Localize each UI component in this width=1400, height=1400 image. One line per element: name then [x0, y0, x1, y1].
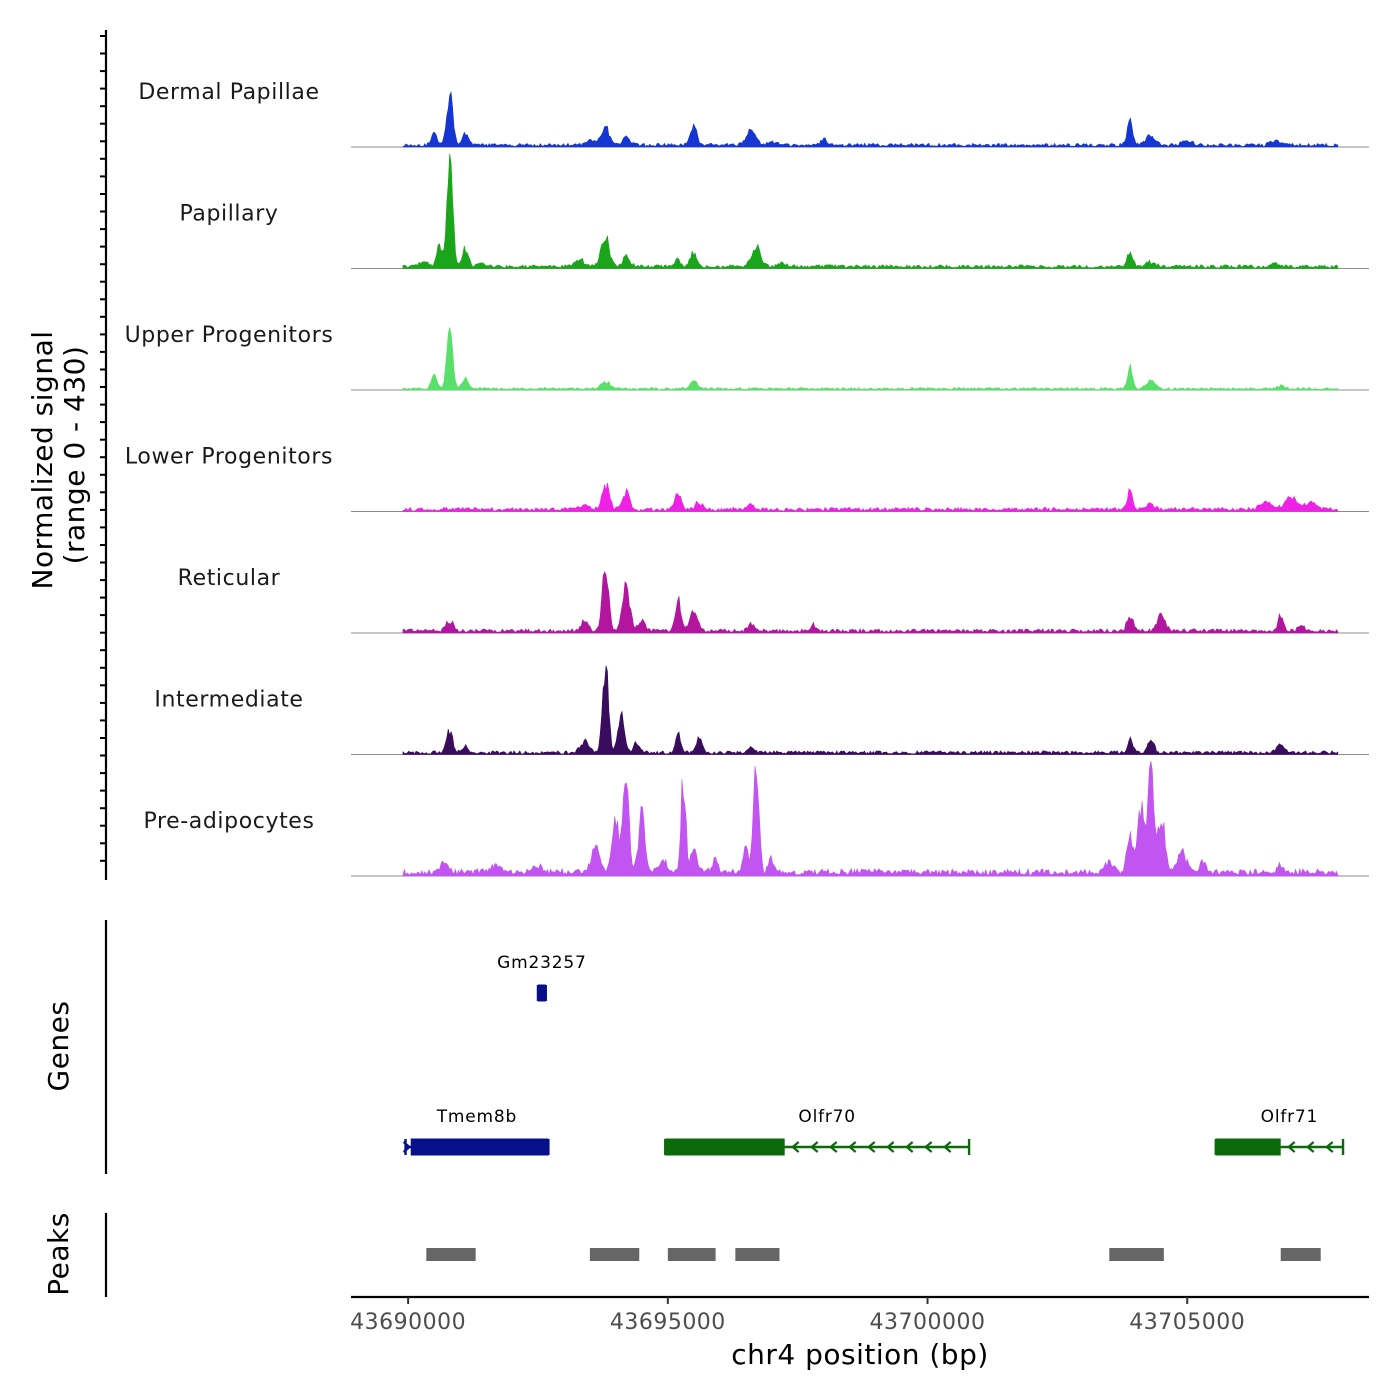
coverage-area — [402, 665, 1339, 755]
y-axis-subtitle: (range 0 - 430) — [58, 346, 91, 565]
gene-label: Tmem8b — [436, 1107, 517, 1127]
peak-region-bar — [667, 1248, 716, 1261]
peak-region-bar — [1109, 1248, 1164, 1261]
coverage-area — [402, 153, 1339, 269]
coverage-track: Reticular — [178, 566, 1369, 634]
x-tick-label: 43705000 — [1129, 1310, 1245, 1335]
coverage-area — [402, 760, 1339, 877]
coverage-track: Lower Progenitors — [125, 445, 1369, 512]
strand-arrow — [1286, 1141, 1296, 1153]
track-label: Papillary — [179, 202, 278, 227]
gene-exon — [410, 1138, 549, 1156]
x-tick-label: 43695000 — [610, 1310, 726, 1335]
strand-arrow — [904, 1141, 914, 1153]
gene-models: Gm23257 Tmem8b Olfr70 Olfr71 — [402, 953, 1345, 1156]
gene-exon — [665, 1138, 785, 1156]
genes-panel-title: Genes — [42, 1001, 75, 1092]
track-label: Lower Progenitors — [125, 445, 333, 470]
strand-arrow — [790, 1141, 800, 1153]
coverage-track: Pre-adipocytes — [143, 760, 1369, 877]
gene-model: Gm23257 — [497, 953, 586, 1002]
coverage-tracks: Dermal Papillae Papillary Upper Progenitor… — [125, 80, 1369, 877]
coverage-track: Intermediate — [154, 665, 1369, 755]
peak-region-bar — [589, 1248, 640, 1261]
gene-label: Gm23257 — [497, 953, 586, 973]
gene-model: Olfr70 — [664, 1107, 971, 1156]
peak-region-bar — [426, 1248, 476, 1261]
genes-panel: Genes Gm23257 Tmem8b Olfr70 Olfr71 — [42, 920, 1345, 1174]
coverage-track: Papillary — [179, 153, 1369, 269]
gene-model: Tmem8b — [402, 1107, 550, 1156]
peaks-panel: Peaks — [42, 1212, 1321, 1297]
track-label: Upper Progenitors — [125, 323, 334, 348]
coverage-area — [402, 327, 1339, 391]
x-axis-ticks: 43690000 43695000 43700000 43705000 — [350, 1297, 1245, 1335]
strand-arrow — [809, 1141, 819, 1153]
peaks-panel-title: Peaks — [42, 1212, 75, 1296]
peak-region-bar — [1280, 1248, 1321, 1261]
track-label: Pre-adipocytes — [143, 809, 314, 834]
strand-arrow — [1305, 1141, 1315, 1153]
coverage-area — [402, 482, 1339, 512]
peak-regions — [426, 1248, 1321, 1261]
x-tick-label: 43690000 — [350, 1310, 466, 1335]
coverage-panel: Normalized signal (range 0 - 430) Dermal… — [26, 30, 1369, 880]
strand-arrow — [866, 1141, 876, 1153]
track-label: Reticular — [178, 566, 281, 591]
track-label: Intermediate — [154, 688, 303, 713]
coverage-track: Dermal Papillae — [138, 80, 1369, 148]
x-tick-label: 43700000 — [870, 1310, 986, 1335]
coverage-area — [402, 571, 1339, 634]
gene-exon — [537, 984, 546, 1002]
peak-region-bar — [735, 1248, 780, 1261]
y-axis-title: Normalized signal — [26, 330, 59, 589]
track-label: Dermal Papillae — [138, 80, 319, 105]
x-axis: 43690000 43695000 43700000 43705000 chr4 po… — [350, 1295, 1369, 1371]
gene-label: Olfr70 — [798, 1107, 856, 1127]
coverage-track: Upper Progenitors — [125, 323, 1369, 391]
coverage-area — [402, 91, 1339, 148]
gene-label: Olfr71 — [1261, 1107, 1319, 1127]
x-axis-title: chr4 position (bp) — [731, 1338, 989, 1371]
strand-arrow — [828, 1141, 838, 1153]
strand-arrow — [847, 1141, 857, 1153]
gene-exon — [1215, 1138, 1281, 1156]
strand-arrow — [885, 1141, 895, 1153]
strand-arrow — [402, 1141, 412, 1153]
coverage-y-minor-ticks — [100, 35, 106, 862]
strand-arrow — [942, 1141, 952, 1153]
gene-model: Olfr71 — [1214, 1107, 1345, 1156]
strand-arrow — [1324, 1141, 1334, 1153]
strand-arrow — [923, 1141, 933, 1153]
